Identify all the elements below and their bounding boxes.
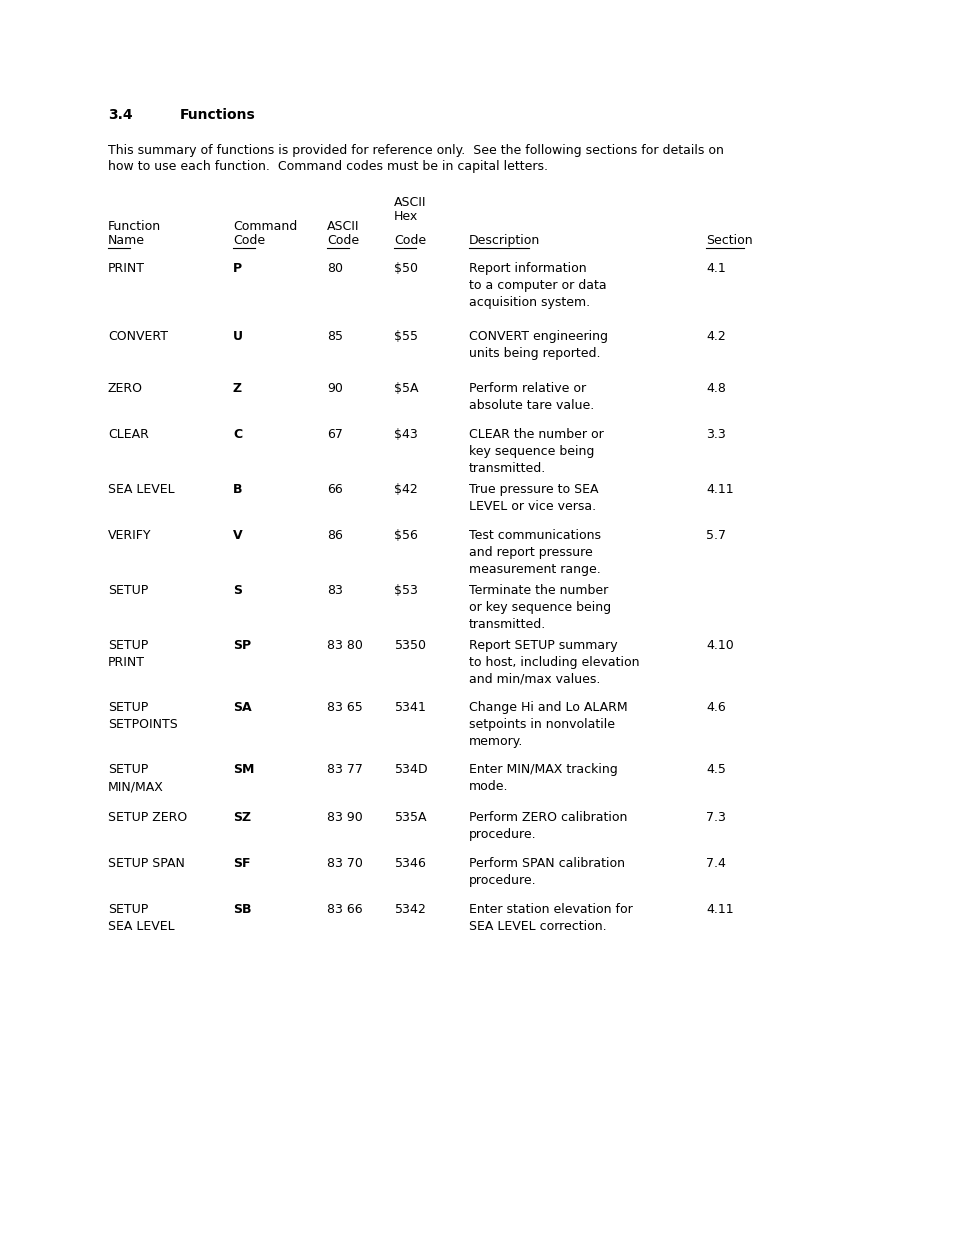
Text: 85: 85 [327, 330, 343, 343]
Text: PRINT: PRINT [108, 262, 145, 275]
Text: SB: SB [233, 903, 252, 916]
Text: $53 $4D: $53 $4D [394, 763, 428, 776]
Text: $53 $42: $53 $42 [394, 903, 426, 916]
Text: SA: SA [233, 701, 252, 714]
Text: Perform relative or
absolute tare value.: Perform relative or absolute tare value. [469, 382, 594, 412]
Text: 83 70: 83 70 [327, 857, 362, 869]
Text: Function: Function [108, 220, 161, 233]
Text: 7.4: 7.4 [705, 857, 725, 869]
Text: SEA LEVEL: SEA LEVEL [108, 483, 174, 496]
Text: how to use each function.  Command codes must be in capital letters.: how to use each function. Command codes … [108, 161, 547, 173]
Text: 4.11: 4.11 [705, 903, 733, 916]
Text: Perform ZERO calibration
procedure.: Perform ZERO calibration procedure. [469, 811, 627, 841]
Text: CONVERT engineering
units being reported.: CONVERT engineering units being reported… [469, 330, 607, 359]
Text: CLEAR the number or
key sequence being
transmitted.: CLEAR the number or key sequence being t… [469, 429, 603, 475]
Text: SETUP: SETUP [108, 584, 148, 597]
Text: True pressure to SEA
LEVEL or vice versa.: True pressure to SEA LEVEL or vice versa… [469, 483, 598, 513]
Text: Enter MIN/MAX tracking
mode.: Enter MIN/MAX tracking mode. [469, 763, 618, 793]
Text: ASCII: ASCII [394, 196, 426, 209]
Text: 7.3: 7.3 [705, 811, 725, 824]
Text: U: U [233, 330, 243, 343]
Text: SM: SM [233, 763, 254, 776]
Text: VERIFY: VERIFY [108, 529, 152, 542]
Text: 4.5: 4.5 [705, 763, 725, 776]
Text: 83: 83 [327, 584, 342, 597]
Text: Perform SPAN calibration
procedure.: Perform SPAN calibration procedure. [469, 857, 624, 887]
Text: Report information
to a computer or data
acquisition system.: Report information to a computer or data… [469, 262, 606, 309]
Text: $53 $41: $53 $41 [394, 701, 426, 714]
Text: S: S [233, 584, 242, 597]
Text: 3.4: 3.4 [108, 107, 132, 122]
Text: C: C [233, 429, 242, 441]
Text: SETUP
SETPOINTS: SETUP SETPOINTS [108, 701, 177, 731]
Text: $53 $46: $53 $46 [394, 857, 427, 869]
Text: SZ: SZ [233, 811, 251, 824]
Text: 3.3: 3.3 [705, 429, 725, 441]
Text: Test communications
and report pressure
measurement range.: Test communications and report pressure … [469, 529, 600, 576]
Text: Terminate the number
or key sequence being
transmitted.: Terminate the number or key sequence bei… [469, 584, 611, 631]
Text: P: P [233, 262, 242, 275]
Text: 83 80: 83 80 [327, 638, 362, 652]
Text: $53 $50: $53 $50 [394, 638, 427, 652]
Text: 86: 86 [327, 529, 342, 542]
Text: Hex: Hex [394, 210, 417, 224]
Text: SETUP
SEA LEVEL: SETUP SEA LEVEL [108, 903, 174, 932]
Text: Enter station elevation for
SEA LEVEL correction.: Enter station elevation for SEA LEVEL co… [469, 903, 632, 932]
Text: $50: $50 [394, 262, 417, 275]
Text: Functions: Functions [180, 107, 255, 122]
Text: B: B [233, 483, 242, 496]
Text: 90: 90 [327, 382, 342, 395]
Text: V: V [233, 529, 242, 542]
Text: $53: $53 [394, 584, 417, 597]
Text: SETUP
MIN/MAX: SETUP MIN/MAX [108, 763, 164, 793]
Text: Z: Z [233, 382, 242, 395]
Text: Section: Section [705, 233, 752, 247]
Text: 67: 67 [327, 429, 342, 441]
Text: $5A: $5A [394, 382, 418, 395]
Text: Code: Code [394, 233, 426, 247]
Text: 4.1: 4.1 [705, 262, 725, 275]
Text: CONVERT: CONVERT [108, 330, 168, 343]
Text: 4.6: 4.6 [705, 701, 725, 714]
Text: 83 66: 83 66 [327, 903, 362, 916]
Text: 4.2: 4.2 [705, 330, 725, 343]
Text: 5.7: 5.7 [705, 529, 725, 542]
Text: 83 90: 83 90 [327, 811, 362, 824]
Text: $43: $43 [394, 429, 417, 441]
Text: Command: Command [233, 220, 297, 233]
Text: Report SETUP summary
to host, including elevation
and min/max values.: Report SETUP summary to host, including … [469, 638, 639, 685]
Text: SF: SF [233, 857, 251, 869]
Text: 83 65: 83 65 [327, 701, 362, 714]
Text: Description: Description [469, 233, 539, 247]
Text: 4.10: 4.10 [705, 638, 733, 652]
Text: SETUP ZERO: SETUP ZERO [108, 811, 187, 824]
Text: 83 77: 83 77 [327, 763, 362, 776]
Text: This summary of functions is provided for reference only.  See the following sec: This summary of functions is provided fo… [108, 144, 723, 157]
Text: Name: Name [108, 233, 145, 247]
Text: 66: 66 [327, 483, 342, 496]
Text: ASCII: ASCII [327, 220, 359, 233]
Text: $42: $42 [394, 483, 417, 496]
Text: SP: SP [233, 638, 251, 652]
Text: $53 $5A: $53 $5A [394, 811, 428, 824]
Text: Change Hi and Lo ALARM
setpoints in nonvolatile
memory.: Change Hi and Lo ALARM setpoints in nonv… [469, 701, 627, 748]
Text: Code: Code [327, 233, 358, 247]
Text: 80: 80 [327, 262, 343, 275]
Text: 4.8: 4.8 [705, 382, 725, 395]
Text: 4.11: 4.11 [705, 483, 733, 496]
Text: $56: $56 [394, 529, 417, 542]
Text: SETUP
PRINT: SETUP PRINT [108, 638, 148, 669]
Text: Code: Code [233, 233, 265, 247]
Text: SETUP SPAN: SETUP SPAN [108, 857, 185, 869]
Text: ZERO: ZERO [108, 382, 143, 395]
Text: $55: $55 [394, 330, 417, 343]
Text: CLEAR: CLEAR [108, 429, 149, 441]
